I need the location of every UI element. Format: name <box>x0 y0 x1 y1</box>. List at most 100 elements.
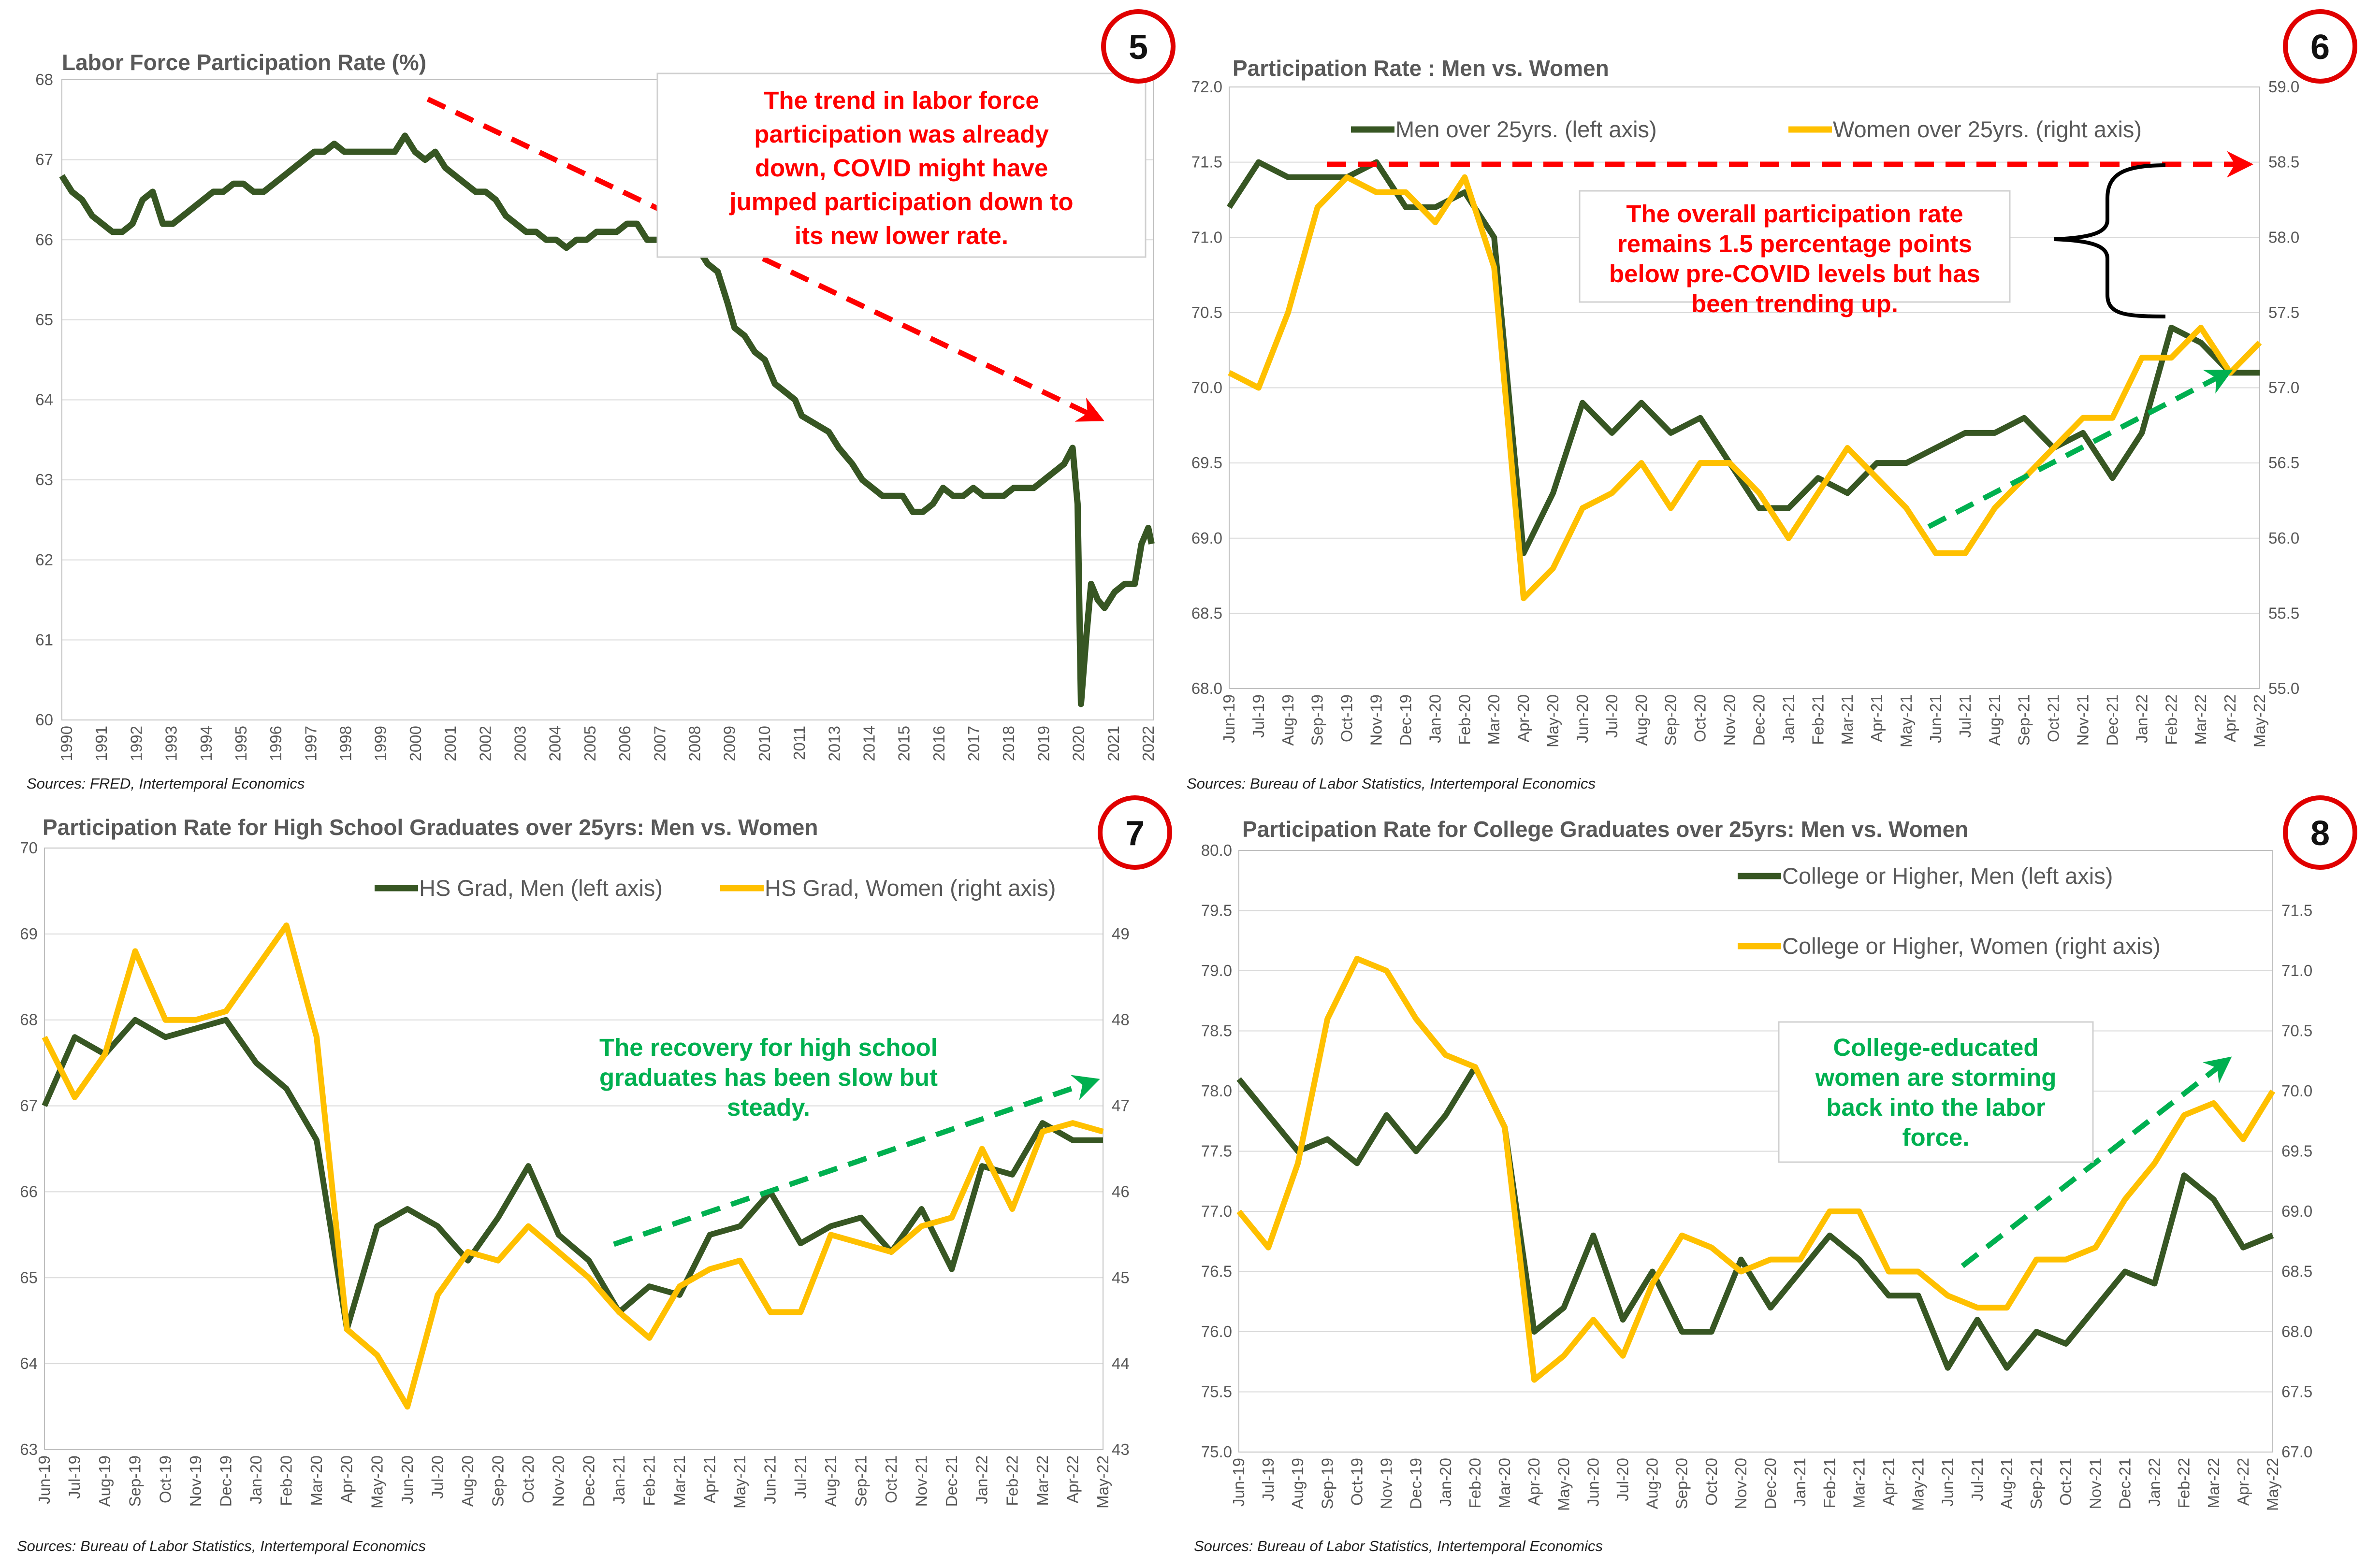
left-y-tick-label: 65 <box>20 1268 38 1286</box>
chart-7-trend-arrow <box>613 1075 1100 1247</box>
chart-7-x-axis: Jun-19 Jul-19 Aug-19 Sep-19 Oct-19 Nov-19 Dec-… <box>35 1455 1112 1509</box>
x-tick-label: Jan-22 <box>973 1455 991 1504</box>
x-tick-label: Aug-21 <box>1986 694 2004 746</box>
x-tick-label: Mar-20 <box>307 1455 325 1506</box>
right-y-tick-label: 43 <box>1112 1440 1130 1458</box>
x-tick-label: Sep-19 <box>126 1455 144 1507</box>
left-y-tick-label: 75.5 <box>1201 1383 1232 1401</box>
x-tick-label: May-20 <box>1544 694 1562 748</box>
x-tick-label: Jul-21 <box>1956 694 1974 738</box>
x-tick-label: 2001 <box>441 726 459 761</box>
x-tick-label: 2022 <box>1139 726 1157 761</box>
x-tick-label: Oct-19 <box>1348 1458 1365 1506</box>
x-tick-label: Oct-19 <box>1338 694 1356 742</box>
x-tick-label: May-21 <box>1909 1458 1927 1511</box>
x-tick-label: Feb-21 <box>1809 694 1827 745</box>
left-y-tick-label: 68 <box>20 1011 38 1029</box>
chart-6-bracket <box>2054 163 2166 318</box>
x-tick-label: Apr-21 <box>701 1455 719 1503</box>
x-tick-label: May-21 <box>731 1455 749 1509</box>
x-tick-label: Jan-21 <box>610 1455 628 1504</box>
right-y-tick-label: 69.0 <box>2281 1202 2312 1220</box>
x-tick-label: 1999 <box>372 726 390 761</box>
chart-7-title: Participation Rate for High School Gradu… <box>43 815 818 840</box>
x-tick-label: Jul-19 <box>66 1455 84 1499</box>
x-tick-label: Feb-21 <box>1820 1458 1838 1509</box>
x-tick-label: Nov-19 <box>1378 1458 1395 1509</box>
right-y-tick-label: 57.5 <box>2268 303 2299 321</box>
x-tick-label: Mar-22 <box>2192 694 2209 745</box>
right-y-tick-label: 44 <box>1112 1354 1130 1372</box>
chart-5-annotation-box <box>656 72 1147 258</box>
y-tick-label: 62 <box>35 551 53 569</box>
x-tick-label: Jul-19 <box>1259 1458 1277 1501</box>
right-y-tick-label: 56.5 <box>2268 454 2299 472</box>
chart-7-axes: 63646566676869704344454647484950 <box>20 839 1129 1458</box>
x-tick-label: Mar-22 <box>2205 1458 2222 1509</box>
x-tick-label: Aug-21 <box>1998 1458 2016 1509</box>
x-tick-label: 2003 <box>511 726 529 761</box>
x-tick-label: Apr-22 <box>1063 1455 1081 1503</box>
x-tick-label: 2016 <box>930 726 948 761</box>
series-line-right <box>42 922 1104 1410</box>
x-tick-label: Nov-19 <box>1367 694 1385 746</box>
chart-7: Participation Rate for High School Gradu… <box>17 795 1172 1554</box>
x-tick-label: 2000 <box>407 726 424 761</box>
x-tick-label: 1992 <box>127 726 145 761</box>
x-tick-label: Apr-22 <box>2234 1458 2252 1506</box>
x-tick-label: 2005 <box>581 726 599 761</box>
x-tick-label: Nov-20 <box>550 1455 567 1507</box>
x-tick-label: 2009 <box>721 726 739 761</box>
x-tick-label: Oct-21 <box>882 1455 900 1503</box>
legend-label: Women over 25yrs. (right axis) <box>1833 116 2142 142</box>
y-tick-label: 65 <box>35 311 53 329</box>
chart-6-badge-circle <box>2283 9 2357 84</box>
right-y-tick-label: 70.5 <box>2281 1022 2312 1040</box>
x-tick-label: 2014 <box>860 726 878 761</box>
x-tick-label: Dec-20 <box>1750 694 1768 746</box>
x-tick-label: Aug-19 <box>1279 694 1297 746</box>
chart-5: Labor Force Participation Rate (%) 60616… <box>27 9 1176 792</box>
plot-frame <box>1229 86 2260 689</box>
x-tick-label: Jun-21 <box>1927 694 1945 743</box>
legend-label: HS Grad, Women (right axis) <box>765 875 1056 901</box>
chart-7-source: Sources: Bureau of Labor Statistics, Int… <box>17 1538 426 1554</box>
x-tick-label: Jan-20 <box>1437 1458 1454 1507</box>
chart-7-legend: HS Grad, Men (left axis) HS Grad, Women (… <box>375 875 1056 901</box>
left-y-tick-label: 68.5 <box>1191 604 1222 622</box>
left-y-tick-label: 63 <box>20 1440 38 1458</box>
right-y-tick-label: 55.0 <box>2268 679 2299 697</box>
x-tick-label: 1998 <box>337 726 355 761</box>
left-y-tick-label: 69.5 <box>1191 454 1222 472</box>
left-y-tick-label: 72.0 <box>1191 78 1222 96</box>
chart-8-gridlines <box>1238 850 2273 1453</box>
chart-7-annotation: The recovery for high school graduates ha… <box>599 1034 938 1121</box>
x-tick-label: 1993 <box>162 726 180 761</box>
chart-6-axes: 68.0 68.5 69.0 69.5 70.0 70.5 71.0 71.5 72.0 55.0… <box>1191 78 2299 697</box>
chart-8-x-axis: Jun-19 Jul-19 Aug-19 Sep-19 Oct-19 Nov-19 Dec-… <box>1230 1458 2281 1511</box>
chart-6: Participation Rate : Men vs. Women 68.06… <box>1187 9 2357 792</box>
x-tick-label: Jun-20 <box>398 1455 416 1504</box>
right-y-tick-label: 70.0 <box>2281 1082 2312 1100</box>
x-tick-label: Apr-20 <box>1525 1458 1543 1506</box>
x-tick-label: Nov-19 <box>187 1455 204 1507</box>
x-tick-label: 1997 <box>302 726 319 761</box>
x-tick-label: Sep-21 <box>852 1455 870 1507</box>
series-line-right <box>1236 956 2276 1383</box>
left-y-tick-label: 69.0 <box>1191 529 1222 547</box>
x-tick-label: Mar-20 <box>1485 694 1503 745</box>
x-tick-label: Dec-19 <box>1407 1458 1425 1509</box>
left-y-tick-label: 71.5 <box>1191 153 1222 171</box>
right-y-tick-label: 68.0 <box>2281 1323 2312 1340</box>
x-tick-label: Jun-21 <box>761 1455 779 1504</box>
x-tick-label: Jun-20 <box>1584 1458 1602 1507</box>
left-y-tick-label: 76.0 <box>1201 1323 1232 1340</box>
x-tick-label: Sep-19 <box>1318 1458 1336 1509</box>
x-tick-label: Dec-20 <box>580 1455 597 1507</box>
series-line-left <box>1236 1064 2274 1371</box>
x-tick-label: 2017 <box>965 726 983 761</box>
x-tick-label: Aug-19 <box>96 1455 114 1507</box>
x-tick-label: Apr-22 <box>2221 694 2239 742</box>
x-tick-label: Aug-21 <box>822 1455 840 1507</box>
